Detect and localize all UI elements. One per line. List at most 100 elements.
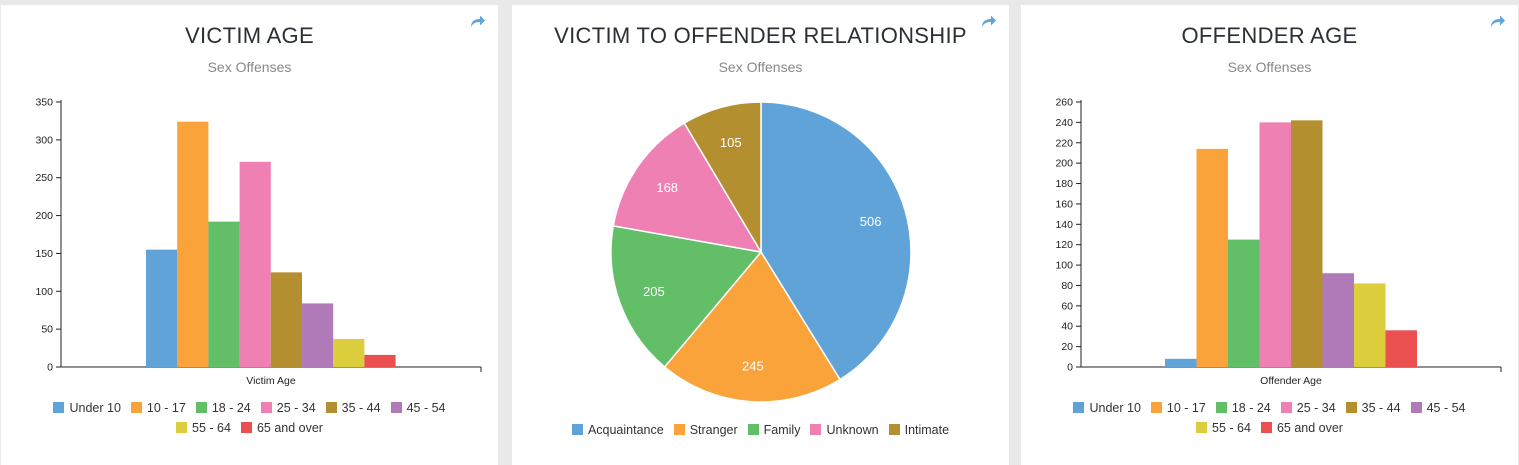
pie-slice[interactable] (612, 122, 763, 254)
legend-swatch (747, 424, 759, 435)
y-tick-label: 0 (47, 362, 53, 374)
y-tick-label: 180 (1055, 178, 1073, 190)
pie-data-label: 506 (860, 214, 882, 229)
relationship-pie-chart: 506 245 205 168 105 (610, 101, 912, 403)
y-tick-label: 100 (35, 286, 53, 298)
legend-item[interactable]: 18 - 24 (1215, 398, 1271, 418)
legend-item[interactable]: 18 - 24 (195, 398, 251, 418)
y-tick-label: 0 (1067, 362, 1073, 374)
chart-subtitle: Sex Offenses (1227, 59, 1312, 75)
legend-item[interactable]: Stranger (673, 420, 738, 440)
pie-slice[interactable] (683, 101, 762, 255)
legend-item[interactable]: Unknown (810, 420, 879, 440)
legend-item[interactable]: 45 - 54 (390, 398, 446, 418)
legend-item[interactable]: Acquaintance (571, 420, 664, 440)
share-arrow-icon[interactable] (1490, 14, 1506, 28)
legend-label: 18 - 24 (211, 401, 251, 415)
legend-swatch (1280, 402, 1292, 413)
bar[interactable] (302, 303, 334, 367)
legend-label: 10 - 17 (1166, 401, 1206, 415)
bar[interactable] (333, 338, 365, 367)
legend-item[interactable]: 25 - 34 (1280, 398, 1336, 418)
legend-item[interactable]: 55 - 64 (176, 418, 231, 438)
legend-item[interactable]: 25 - 34 (260, 398, 316, 418)
chart-subtitle: Sex Offenses (718, 59, 803, 75)
legend-item[interactable]: Under 10 (1073, 398, 1141, 418)
pie-slice[interactable] (760, 101, 912, 381)
legend-swatch (571, 424, 583, 435)
legend-item[interactable]: 10 - 17 (1150, 398, 1206, 418)
legend-swatch (1215, 402, 1227, 413)
legend-item[interactable]: 65 and over (240, 418, 323, 438)
legend-label: 55 - 64 (192, 421, 231, 435)
share-arrow-icon[interactable] (981, 14, 997, 28)
legend-item[interactable]: 55 - 64 (1196, 418, 1251, 438)
chart-legend: Acquaintance Stranger Family Unknown Intimat… (532, 420, 989, 440)
legend-swatch (1150, 402, 1162, 413)
legend-item[interactable]: Intimate (888, 420, 950, 440)
bar[interactable] (1322, 273, 1355, 367)
legend-item[interactable]: 65 and over (1260, 418, 1343, 438)
bar[interactable] (270, 272, 302, 367)
y-tick-label: 60 (1061, 300, 1073, 312)
pie-slice[interactable] (610, 224, 763, 368)
legend-label: Unknown (826, 423, 879, 437)
y-tick-label: 100 (1055, 260, 1073, 272)
y-tick-label: 250 (35, 172, 53, 184)
y-tick-label: 240 (1055, 117, 1073, 129)
bar[interactable] (1291, 120, 1323, 367)
legend-item[interactable]: Under 10 (53, 398, 121, 418)
y-tick-label: 200 (1055, 158, 1073, 170)
bar[interactable] (1259, 122, 1292, 367)
y-tick-label: 300 (35, 134, 53, 146)
legend-swatch (176, 422, 188, 433)
legend-item[interactable]: 45 - 54 (1410, 398, 1466, 418)
bar[interactable] (239, 161, 271, 367)
y-tick-label: 50 (41, 324, 53, 336)
legend-swatch (1410, 402, 1422, 413)
y-tick-label: 20 (1061, 341, 1073, 353)
bar[interactable] (364, 354, 396, 367)
pie-data-label: 245 (742, 359, 764, 374)
legend-label: Intimate (904, 423, 950, 437)
bar[interactable] (177, 121, 209, 367)
legend-swatch (260, 402, 272, 413)
bar[interactable] (1196, 148, 1229, 367)
legend-label: 35 - 44 (1361, 401, 1401, 415)
bar[interactable] (1385, 330, 1418, 367)
legend-swatch (888, 424, 900, 435)
chart-legend: Under 10 10 - 17 18 - 24 25 - 34 35 - 44 45 -… (1041, 398, 1498, 438)
legend-item[interactable]: Family (747, 420, 800, 440)
legend-label: Stranger (689, 423, 738, 437)
bar[interactable] (1354, 283, 1386, 367)
legend-item[interactable]: 35 - 44 (1345, 398, 1401, 418)
bar[interactable] (1165, 358, 1197, 367)
legend-label: Acquaintance (587, 423, 664, 437)
legend-label: 65 and over (256, 421, 323, 435)
offender-age-panel: OFFENDER AGE Sex Offenses 0 20 40 60 80 100 12… (1021, 5, 1518, 465)
x-axis-label: Victim Age (246, 375, 296, 387)
legend-item[interactable]: 35 - 44 (325, 398, 381, 418)
chart-subtitle: Sex Offenses (207, 59, 292, 75)
bar[interactable] (146, 249, 178, 367)
chart-legend: Under 10 10 - 17 18 - 24 25 - 34 35 - 44 45 -… (21, 398, 478, 438)
pie-data-label: 105 (720, 135, 742, 150)
y-tick-label: 80 (1061, 280, 1073, 292)
legend-swatch (240, 422, 252, 433)
pie-slice[interactable] (663, 250, 842, 403)
y-tick-label: 160 (1055, 198, 1073, 210)
legend-label: 10 - 17 (146, 401, 186, 415)
legend-label: 45 - 54 (406, 401, 446, 415)
bar[interactable] (208, 221, 240, 367)
chart-title: OFFENDER AGE (1181, 23, 1358, 48)
share-arrow-icon[interactable] (470, 14, 486, 28)
legend-label: Under 10 (69, 401, 121, 415)
bar[interactable] (1228, 239, 1260, 367)
legend-item[interactable]: 10 - 17 (130, 398, 186, 418)
legend-label: 35 - 44 (341, 401, 381, 415)
legend-label: 25 - 34 (1296, 401, 1336, 415)
chart-title: VICTIM TO OFFENDER RELATIONSHIP (554, 23, 967, 48)
pie-data-label: 205 (643, 284, 665, 299)
x-axis-label: Offender Age (1260, 375, 1322, 387)
y-tick-label: 220 (1055, 137, 1073, 149)
